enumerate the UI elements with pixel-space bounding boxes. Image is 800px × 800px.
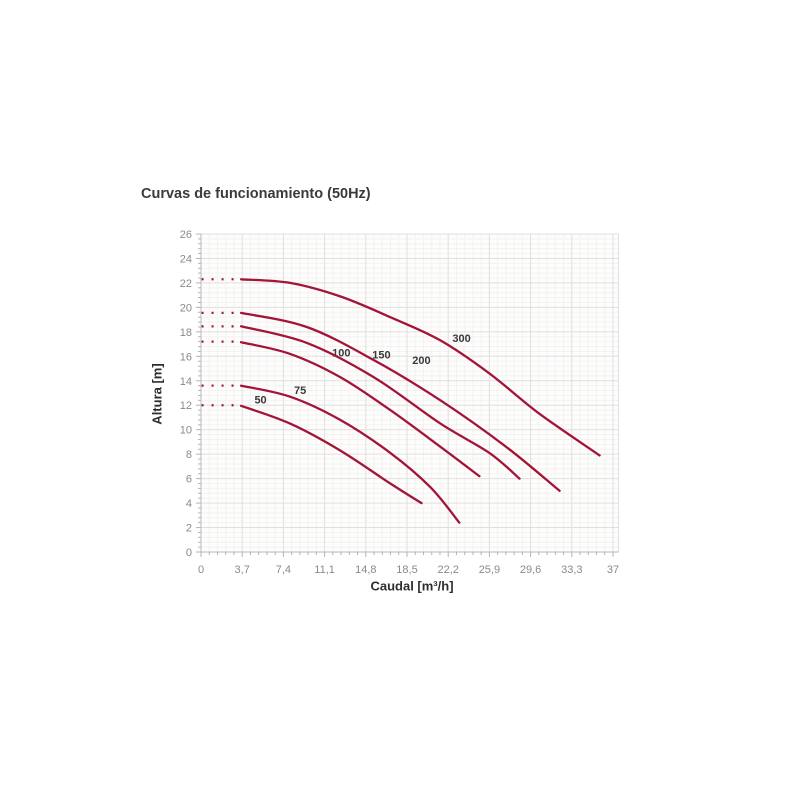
x-tick-label: 25,9 [479,564,500,576]
series-label-150: 150 [372,349,390,361]
x-tick-label: 14,8 [355,564,376,576]
y-tick-label: 24 [180,253,192,265]
x-tick-label: 7,4 [276,564,291,576]
y-tick-label: 20 [180,302,192,314]
curve-300 [239,278,601,457]
y-tick-label: 16 [180,351,192,363]
y-tick-label: 8 [186,449,192,461]
x-tick-label: 11,1 [314,564,335,576]
y-tick-label: 14 [180,376,192,388]
y-tick-label: 2 [186,523,192,535]
series-label-75: 75 [294,385,306,397]
y-tick-label: 0 [186,547,192,559]
series-label-300: 300 [452,333,470,345]
curve-150 [239,325,521,480]
x-tick-label: 37 [607,564,619,576]
x-tick-label: 29,6 [520,564,541,576]
curve-50 [239,404,423,505]
series-label-50: 50 [254,395,266,407]
x-tick-label: 3,7 [235,564,250,576]
curve-75 [239,384,461,524]
x-tick-label: 18,5 [396,564,417,576]
y-tick-label: 4 [186,498,192,510]
y-tick-label: 22 [180,278,192,290]
y-tick-label: 12 [180,400,192,412]
curve-100 [239,341,481,478]
chart-title: Curvas de funcionamiento (50Hz) [141,186,371,202]
x-tick-label: 33,3 [561,564,582,576]
x-tick-label: 22,2 [437,564,458,576]
series-label-200: 200 [412,355,430,367]
y-tick-label: 26 [180,229,192,241]
y-tick-label: 10 [180,425,192,437]
x-axis-title: Caudal [m³/h] [370,578,454,594]
y-tick-label: 6 [186,474,192,486]
x-tick-label: 0 [198,564,204,576]
curve-200 [239,311,561,492]
plot-area [201,234,619,552]
y-tick-label: 18 [180,327,192,339]
